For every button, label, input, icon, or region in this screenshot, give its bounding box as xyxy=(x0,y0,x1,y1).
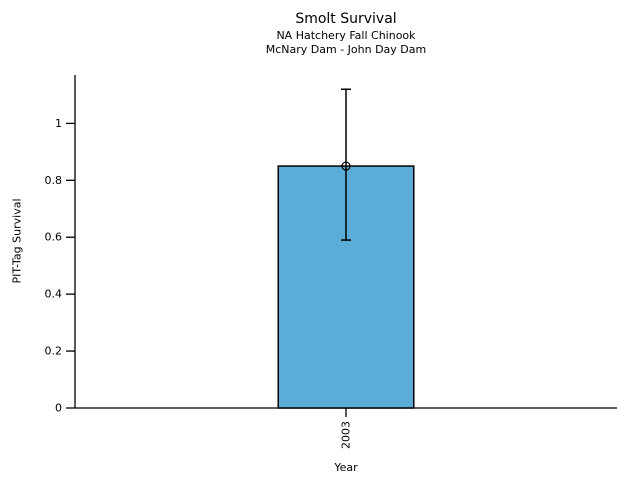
chart-subtitle-reach: McNary Dam - John Day Dam xyxy=(265,43,427,56)
y-tick-label: 0.2 xyxy=(45,345,63,358)
y-tick-label: 1 xyxy=(55,117,62,130)
title-block: Smolt Survival NA Hatchery Fall Chinook … xyxy=(75,10,617,57)
y-tick-label: 0.8 xyxy=(45,174,63,187)
chart-subtitle-stock: NA Hatchery Fall Chinook xyxy=(276,29,416,42)
x-axis-label: Year xyxy=(334,461,358,474)
y-tick-label: 0.6 xyxy=(45,231,63,244)
x-tick-label: 2003 xyxy=(340,421,353,449)
error-bar-marker xyxy=(341,161,351,171)
y-tick-label: 0 xyxy=(55,402,62,415)
y-tick-label: 0.4 xyxy=(45,288,63,301)
chart-title: Smolt Survival xyxy=(295,11,397,27)
